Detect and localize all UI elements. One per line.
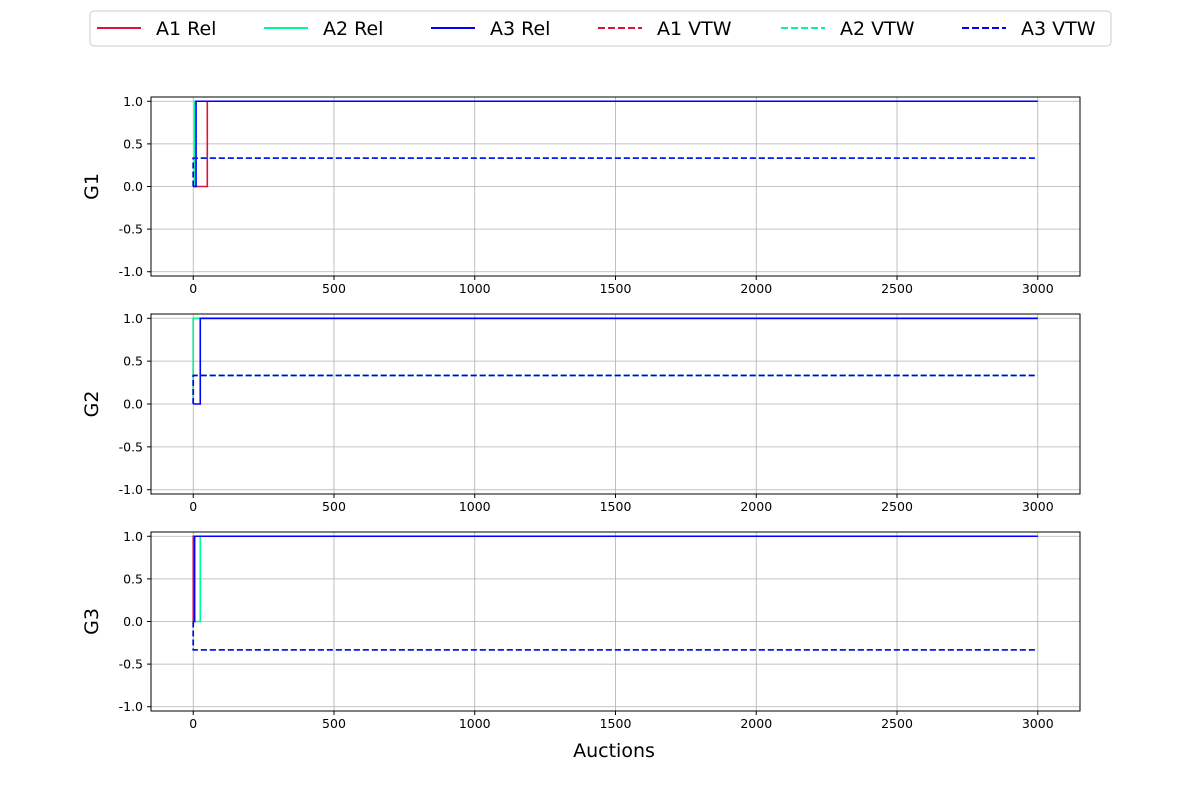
x-tick-label: 500: [322, 499, 346, 514]
series-line: [192, 621, 1038, 651]
subplot-g1: 0 500 1000 1500 2000 2500 3000 -1.0 -0.5 0.0 0.5 1.…: [81, 94, 1081, 296]
y-tick-label: 0.5: [123, 136, 143, 151]
y-tick-label: -0.5: [119, 222, 143, 237]
y-tick-label: 0.0: [123, 397, 143, 412]
x-tick-label: 0: [189, 499, 197, 514]
series-line: [192, 374, 1038, 404]
legend: A1 Rel A2 Rel A3 Rel A1 VTW A2 VTW A3 VTW: [89, 10, 1112, 47]
y-axis-label: G3: [81, 608, 103, 635]
y-tick-label: 1.0: [123, 529, 143, 544]
y-tick-label: 1.0: [123, 94, 143, 109]
legend-label: A3 VTW: [1021, 18, 1096, 40]
x-tick-label: 1000: [459, 281, 491, 296]
x-tick-label: 2500: [881, 499, 913, 514]
y-tick-label: 0.0: [123, 179, 143, 194]
x-tick-label: 1500: [600, 499, 632, 514]
chart-panels: 0 500 1000 1500 2000 2500 3000 -1.0 -0.5 0.0 0.5 1.…: [81, 94, 1081, 731]
x-tick-label: 0: [189, 281, 197, 296]
legend-label: A1 Rel: [156, 18, 216, 40]
series-line: [193, 100, 1038, 188]
x-tick-label: 500: [322, 716, 346, 731]
y-tick-label: -0.5: [119, 439, 143, 454]
x-tick-label: 1000: [459, 499, 491, 514]
series-line: [192, 157, 1038, 187]
x-tick-label: 2500: [881, 281, 913, 296]
x-tick-label: 3000: [1022, 281, 1054, 296]
subplot-g3: 0 500 1000 1500 2000 2500 3000 -1.0 -0.5 0.0 0.5 1.…: [81, 529, 1081, 731]
y-axis-label: G2: [81, 391, 103, 418]
legend-label: A2 VTW: [840, 18, 915, 40]
y-tick-label: -1.0: [119, 699, 143, 714]
x-tick-label: 2000: [740, 716, 772, 731]
x-tick-label: 3000: [1022, 716, 1054, 731]
y-tick-label: 1.0: [123, 311, 143, 326]
x-tick-label: 1500: [600, 281, 632, 296]
y-tick-label: -1.0: [119, 264, 143, 279]
y-axis-label: G1: [81, 173, 103, 200]
y-tick-label: 0.0: [123, 614, 143, 629]
y-tick-label: -0.5: [119, 657, 143, 672]
legend-label: A3 Rel: [490, 18, 550, 40]
x-tick-label: 2000: [740, 499, 772, 514]
legend-label: A2 Rel: [323, 18, 383, 40]
legend-label: A1 VTW: [657, 18, 732, 40]
x-axis-label: Auctions: [573, 740, 655, 762]
subplot-g2: 0 500 1000 1500 2000 2500 3000 -1.0 -0.5 0.0 0.5 1.…: [81, 311, 1081, 514]
x-tick-label: 0: [189, 716, 197, 731]
y-tick-label: 0.5: [123, 571, 143, 586]
x-tick-label: 2500: [881, 716, 913, 731]
y-tick-label: -1.0: [119, 482, 143, 497]
x-tick-label: 500: [322, 281, 346, 296]
x-tick-label: 1500: [600, 716, 632, 731]
series-line: [193, 317, 1038, 405]
y-tick-label: 0.5: [123, 354, 143, 369]
x-tick-label: 2000: [740, 281, 772, 296]
x-tick-label: 1000: [459, 716, 491, 731]
x-tick-label: 3000: [1022, 499, 1054, 514]
